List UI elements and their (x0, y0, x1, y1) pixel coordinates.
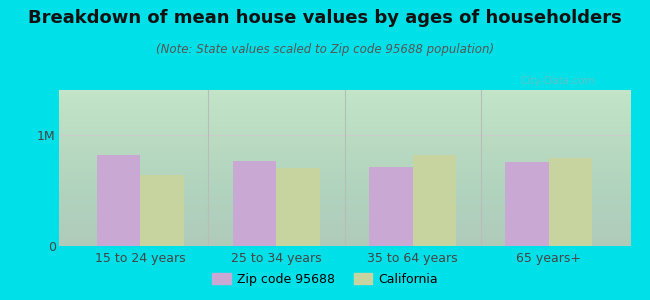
Bar (276, 168, 320, 246)
Text: Breakdown of mean house values by ages of householders: Breakdown of mean house values by ages o… (28, 9, 622, 27)
Bar (233, 161, 276, 246)
Bar (505, 162, 549, 246)
Bar (97, 154, 140, 246)
Bar (549, 158, 592, 246)
Bar (413, 154, 456, 246)
Bar (369, 167, 413, 246)
Bar (140, 175, 184, 246)
Legend: Zip code 95688, California: Zip code 95688, California (207, 268, 443, 291)
Text: City-Data.com: City-Data.com (520, 76, 595, 86)
Text: (Note: State values scaled to Zip code 95688 population): (Note: State values scaled to Zip code 9… (156, 44, 494, 56)
